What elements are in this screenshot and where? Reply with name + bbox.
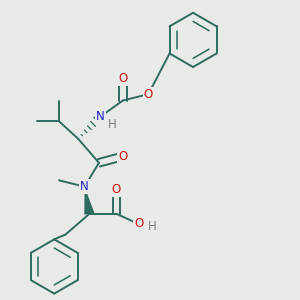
Text: H: H — [148, 220, 157, 233]
Text: N: N — [96, 110, 105, 123]
Text: O: O — [144, 88, 153, 100]
Text: N: N — [80, 180, 89, 193]
Text: O: O — [134, 217, 143, 230]
Text: O: O — [118, 72, 128, 85]
Text: H: H — [108, 118, 117, 131]
Text: O: O — [112, 183, 121, 196]
Polygon shape — [84, 187, 94, 215]
Text: O: O — [118, 150, 128, 163]
